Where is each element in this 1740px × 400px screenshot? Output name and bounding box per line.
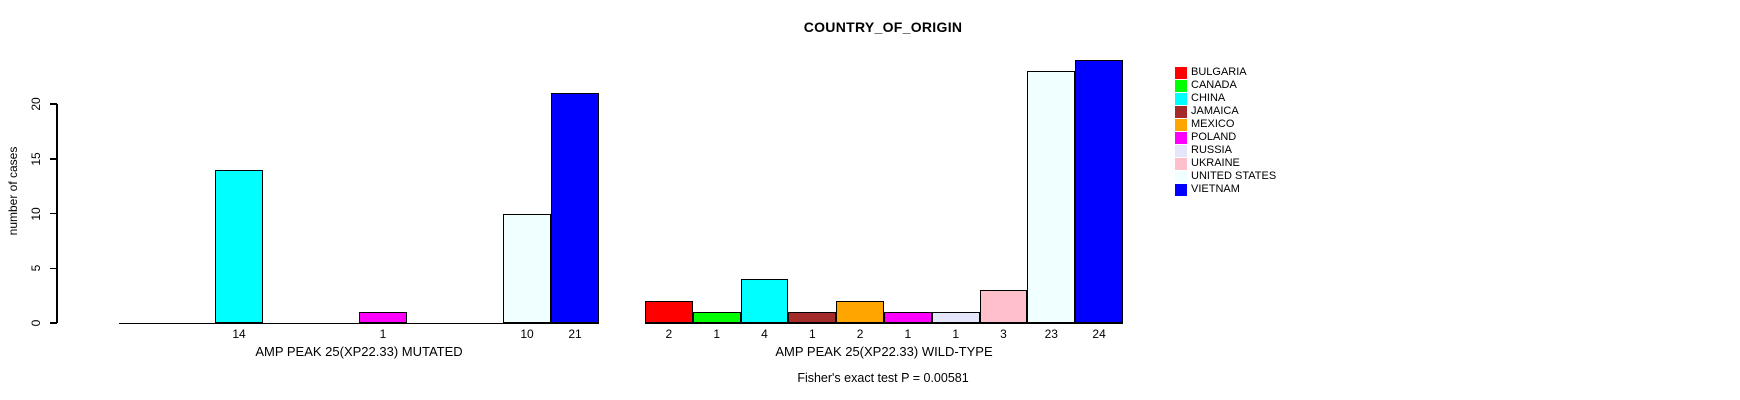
legend-item-label: RUSSIA <box>1191 144 1232 156</box>
legend-swatch-icon <box>1175 157 1187 170</box>
group-label-wild-type: AMP PEAK 25(XP22.33) WILD-TYPE <box>775 344 993 359</box>
legend-swatch-icon <box>1175 79 1187 92</box>
bar-bulgaria <box>645 301 693 323</box>
bar-value-label: 1 <box>713 327 721 341</box>
bar-ukraine <box>979 290 1028 323</box>
legend-item: UKRAINE <box>1175 157 1315 170</box>
legend-swatch-icon <box>1175 105 1187 118</box>
legend-item: VIETNAM <box>1175 183 1315 196</box>
bar-united-states <box>1027 71 1076 323</box>
legend-item: UNITED STATES <box>1175 170 1315 183</box>
legend-item: RUSSIA <box>1175 144 1315 157</box>
bar-canada <box>692 312 741 323</box>
y-axis-tick-label: 10 <box>29 206 43 221</box>
bar-china <box>740 279 789 323</box>
legend-item-label: CHINA <box>1191 92 1226 104</box>
legend-item: BULGARIA <box>1175 66 1315 79</box>
bar-value-label: 3 <box>1000 327 1007 341</box>
legend-swatch-icon <box>1175 92 1187 105</box>
legend-swatch-icon <box>1175 183 1187 196</box>
fisher-test-annotation: Fisher's exact test P = 0.00581 <box>797 371 969 385</box>
bar-jamaica <box>788 312 837 323</box>
y-axis-tick-label: 20 <box>29 97 43 111</box>
legend-item-label: BULGARIA <box>1191 66 1247 78</box>
y-axis-tick-label: 0 <box>29 319 43 327</box>
legend-swatch-icon <box>1175 144 1187 157</box>
bar-value-label: 23 <box>1044 327 1058 341</box>
y-axis-tick-label: 5 <box>29 264 43 272</box>
legend-swatch-icon <box>1175 170 1187 183</box>
bar-value-label: 21 <box>568 327 582 341</box>
bar-value-label: 14 <box>232 327 246 341</box>
legend-item: JAMAICA <box>1175 105 1315 118</box>
bar-value-label: 1 <box>952 327 960 341</box>
y-axis-tick <box>50 322 57 324</box>
legend-item-label: JAMAICA <box>1191 105 1239 117</box>
bar-value-label: 10 <box>520 327 534 341</box>
bar-russia <box>931 312 980 323</box>
legend-item-label: MEXICO <box>1191 118 1235 130</box>
bar-value-label: 1 <box>904 327 912 341</box>
y-axis-tick <box>50 158 57 160</box>
bar-value-label: 2 <box>856 327 864 341</box>
bar-value-label: 1 <box>808 327 816 341</box>
legend-item-label: VIETNAM <box>1191 183 1240 195</box>
legend-item: CHINA <box>1175 92 1315 105</box>
y-axis-tick <box>50 212 57 215</box>
chart-title: COUNTRY_OF_ORIGIN <box>803 19 963 35</box>
legend-item: CANADA <box>1175 79 1315 92</box>
bar-vietnam <box>551 93 599 323</box>
bar-value-label: 4 <box>761 327 768 341</box>
bar-vietnam <box>1075 60 1123 323</box>
bar-value-label: 2 <box>665 327 673 341</box>
legend-item-label: UKRAINE <box>1191 157 1240 169</box>
legend-swatch-icon <box>1175 66 1187 79</box>
bar-china <box>215 169 263 323</box>
bar-mexico <box>836 301 884 323</box>
legend-item-label: POLAND <box>1191 131 1237 143</box>
bar-united-states <box>503 213 551 323</box>
bar-value-label: 1 <box>379 327 387 341</box>
legend-swatch-icon <box>1175 118 1187 131</box>
bar-value-label: 24 <box>1092 327 1106 341</box>
legend-item-label: CANADA <box>1191 79 1237 91</box>
legend-swatch-icon <box>1175 131 1187 144</box>
x-axis-line <box>119 322 599 324</box>
legend-item-label: UNITED STATES <box>1191 170 1277 182</box>
y-axis-tick <box>50 103 57 105</box>
x-axis-line <box>645 322 1123 324</box>
group-label-mutated: AMP PEAK 25(XP22.33) MUTATED <box>255 344 463 359</box>
y-axis-tick-label: 15 <box>29 152 43 166</box>
y-axis-tick <box>50 267 57 269</box>
bar-poland <box>884 312 932 323</box>
bar-poland <box>359 312 407 323</box>
legend-item: MEXICO <box>1175 118 1315 131</box>
legend: BULGARIA CANADA CHINA JAMAICA MEXICO POLAND RU… <box>1175 66 1315 198</box>
legend-item: POLAND <box>1175 131 1315 144</box>
